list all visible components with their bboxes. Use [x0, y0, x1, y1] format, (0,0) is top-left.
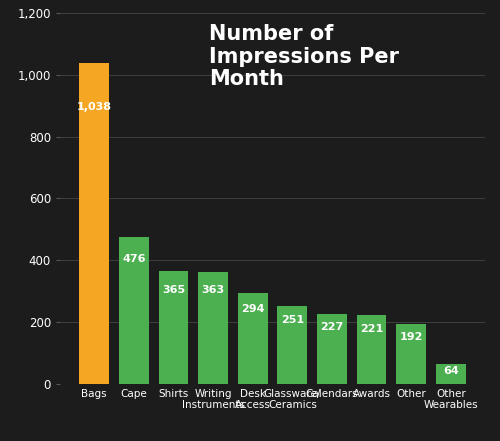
Text: 64: 64: [443, 366, 458, 376]
Bar: [158, 271, 188, 384]
Bar: [198, 272, 228, 384]
Bar: [80, 63, 109, 384]
Text: 221: 221: [360, 324, 383, 334]
Bar: [436, 364, 466, 384]
Text: 365: 365: [162, 284, 185, 295]
Text: 227: 227: [320, 322, 344, 332]
Bar: [119, 237, 148, 384]
Text: 1,038: 1,038: [76, 102, 112, 112]
Text: Number of
Impressions Per
Month: Number of Impressions Per Month: [209, 24, 399, 89]
Text: 251: 251: [281, 315, 304, 325]
Text: 192: 192: [400, 332, 423, 341]
Text: 363: 363: [202, 285, 224, 295]
Bar: [396, 325, 426, 384]
Bar: [317, 314, 347, 384]
Text: 476: 476: [122, 254, 146, 264]
Bar: [356, 315, 386, 384]
Text: 294: 294: [241, 304, 264, 314]
Bar: [278, 306, 307, 384]
Bar: [238, 293, 268, 384]
